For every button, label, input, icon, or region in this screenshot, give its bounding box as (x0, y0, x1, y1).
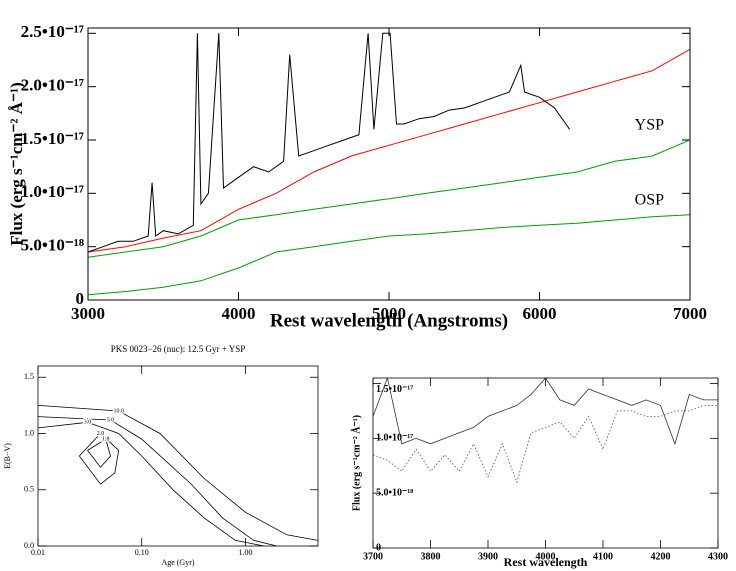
contour-label: 1.8 (102, 437, 110, 443)
spectrum-line (88, 32, 571, 253)
y-tick-label: 2.5•10⁻¹⁷ (21, 22, 84, 41)
spectrum-line (88, 139, 690, 258)
x-tick-label: 3900 (478, 551, 498, 562)
x-tick-label: 5000 (372, 304, 406, 323)
y-tick-label: 0.5 (24, 485, 34, 494)
contour-label: 10.0 (113, 408, 124, 414)
contour-line (38, 416, 277, 546)
contour-label: 5.0 (107, 417, 115, 423)
x-axis-label: Rest wavelength (Angstroms) (270, 310, 508, 331)
series-label: YSP (635, 117, 664, 134)
x-tick-label: 7000 (673, 304, 707, 323)
x-tick-label: 4200 (651, 551, 671, 562)
plot-frame (37, 365, 319, 547)
spectrum-line (373, 405, 718, 484)
x-tick-label: 6000 (523, 304, 557, 323)
plot-area (373, 378, 718, 484)
plot-area (88, 32, 690, 296)
x-tick-label: 3800 (421, 551, 441, 562)
y-tick-label: 1.5•10⁻¹⁷ (21, 129, 84, 148)
y-tick-label: 0 (76, 289, 85, 308)
x-tick-label: 0.10 (135, 548, 149, 557)
x-tick-label: 4000 (222, 304, 256, 323)
contour-line (87, 438, 111, 468)
y-axis-label: E(B−V) (3, 443, 12, 469)
x-tick-label: 4100 (593, 551, 613, 562)
spectrum-line (373, 378, 718, 446)
y-tick-label: 5.0•10⁻¹⁸ (376, 487, 413, 498)
plot-frame (372, 377, 719, 549)
y-tick-label: 1.0 (24, 428, 34, 437)
x-tick-label: 1.00 (238, 548, 252, 557)
x-tick-label: 4000 (536, 551, 556, 562)
x-axis-label: Age (Gyr) (161, 558, 194, 567)
plot-frame (87, 27, 691, 301)
x-tick-label: 3000 (71, 304, 105, 323)
contour-label: 2.0 (97, 431, 105, 437)
spectrum-line (88, 48, 690, 253)
contour-line (38, 421, 264, 546)
y-tick-label: 2.0•10⁻¹⁷ (21, 76, 84, 95)
y-tick-label: 0.0 (24, 541, 34, 550)
x-tick-label: 3700 (363, 551, 383, 562)
plot-area (38, 405, 318, 546)
contour-label: 3.0 (84, 420, 92, 426)
y-tick-label: 1.5 (24, 372, 34, 381)
y-tick-label: 1.5•10⁻¹⁷ (376, 384, 413, 395)
contour-line (78, 432, 120, 485)
x-tick-label: 4300 (708, 551, 728, 562)
x-axis-label: Rest wavelength (504, 555, 588, 569)
y-tick-label: 1.0•10⁻¹⁷ (21, 182, 84, 201)
y-tick-label: 5.0•10⁻¹⁸ (21, 236, 84, 255)
chart-title: PKS 0023−26 (nuc): 12.5 Gyr + YSP (111, 344, 246, 354)
y-axis-label: Flux (erg s⁻¹cm⁻² Å⁻¹) (7, 82, 26, 246)
y-tick-label: 1.0•10⁻¹⁷ (376, 433, 413, 444)
spectrum-line (88, 214, 690, 296)
x-tick-label: 0.01 (31, 548, 45, 557)
y-axis-label: Flux (erg s⁻¹cm⁻² Å⁻¹) (350, 415, 362, 511)
series-label: OSP (635, 191, 664, 208)
contour-line (38, 405, 318, 541)
